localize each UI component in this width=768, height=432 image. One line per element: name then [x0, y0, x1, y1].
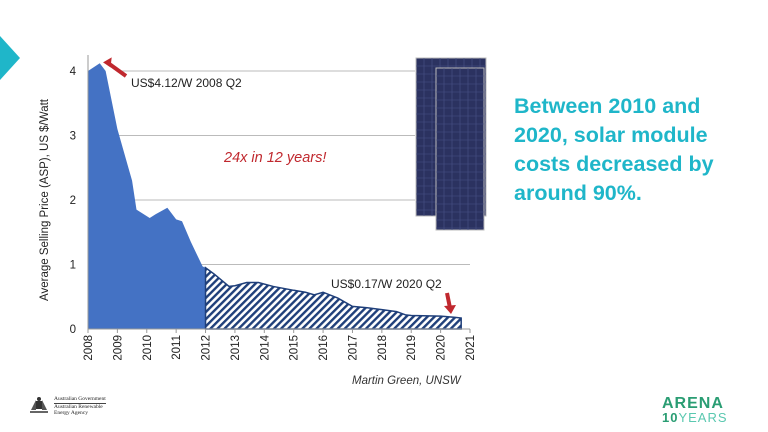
y-tick-label: 4 — [70, 66, 77, 78]
y-tick-label: 2 — [70, 195, 76, 207]
annotation-24x: 24x in 12 years! — [223, 150, 326, 166]
low-arrowhead — [444, 305, 456, 314]
x-tick-label: 2021 — [465, 335, 477, 361]
annotation-2020: US$0.17/W 2020 Q2 — [331, 277, 442, 291]
y-tick-label: 3 — [70, 131, 76, 143]
x-tick-label: 2018 — [377, 335, 389, 361]
arena-logo-title: ARENA — [662, 395, 724, 412]
x-tick-label: 2013 — [230, 335, 242, 361]
solar-panel-image — [415, 57, 487, 231]
x-tick-label: 2010 — [142, 335, 154, 361]
y-tick-label: 0 — [70, 324, 76, 336]
x-tick-label: 2015 — [289, 335, 301, 361]
coat-of-arms-icon — [30, 397, 48, 414]
x-tick-label: 2016 — [318, 335, 330, 361]
peak-arrowhead — [103, 57, 112, 68]
area-hatched-2012-2020 — [204, 266, 462, 330]
x-tick-label: 2012 — [201, 335, 213, 361]
x-tick-label: 2019 — [406, 335, 418, 361]
x-tick-label: 2009 — [112, 335, 124, 361]
chart-source: Martin Green, UNSW — [352, 375, 461, 387]
low-arrow — [445, 292, 452, 309]
headline: Between 2010 and 2020, solar module cost… — [514, 94, 714, 205]
annotation-peak: US$4.12/W 2008 Q2 — [131, 76, 242, 90]
x-tick-label: 2011 — [171, 335, 183, 360]
solar-panel — [435, 67, 485, 231]
slide-arrow-decoration — [0, 36, 20, 80]
y-tick-label: 1 — [70, 260, 76, 272]
x-tick-label: 2014 — [259, 334, 271, 360]
arena-logo-number: 10 — [662, 410, 679, 425]
gov-line-1: Australian Government — [54, 396, 106, 404]
y-axis-label: Average Selling Price (ASP), US $/Watt — [39, 98, 51, 301]
arena-logo-years: YEARS — [678, 410, 728, 425]
axes — [87, 55, 470, 330]
gov-line-3: Energy Agency — [54, 410, 88, 416]
gov-line-2: Australian Renewable — [54, 403, 103, 410]
x-tick-label: 2020 — [436, 335, 448, 361]
australian-government-logo: Australian Government Australian Renewab… — [28, 396, 106, 417]
peak-arrow — [106, 61, 128, 78]
area-solid-2008-2012 — [88, 63, 206, 329]
x-tick-label: 2017 — [347, 335, 359, 361]
x-tick-label: 2008 — [83, 335, 95, 361]
arena-logo: ARENA 10YEARS — [662, 395, 728, 425]
